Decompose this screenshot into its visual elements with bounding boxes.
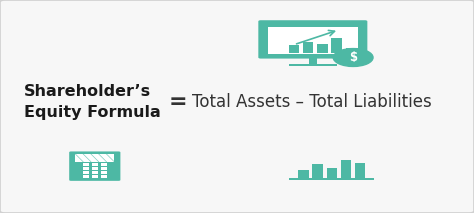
Bar [268, 27, 358, 54]
Bar [346, 48, 360, 51]
Bar [92, 167, 98, 170]
Bar [327, 168, 337, 178]
Bar [92, 163, 98, 166]
Bar [317, 44, 328, 53]
Text: $: $ [349, 51, 357, 64]
Bar [341, 160, 351, 178]
FancyBboxPatch shape [258, 20, 367, 59]
Bar [83, 163, 89, 166]
Bar [101, 167, 107, 170]
Bar [355, 163, 365, 178]
Bar [83, 167, 89, 170]
Bar [83, 175, 89, 178]
Bar [101, 163, 107, 166]
Bar [83, 171, 89, 174]
Text: Shareholder’s
Equity Formula: Shareholder’s Equity Formula [24, 84, 161, 120]
Circle shape [333, 49, 373, 66]
Bar [289, 178, 374, 180]
FancyBboxPatch shape [69, 151, 120, 181]
Bar [101, 175, 107, 178]
Bar [75, 154, 114, 162]
Bar [331, 38, 342, 53]
Bar [92, 175, 98, 178]
Text: Total Assets – Total Liabilities: Total Assets – Total Liabilities [192, 93, 432, 111]
Bar [289, 64, 337, 66]
Bar [92, 171, 98, 174]
Bar [101, 171, 107, 174]
Text: =: = [168, 92, 187, 112]
Bar [298, 170, 309, 178]
Bar [289, 45, 299, 53]
Bar [303, 42, 313, 53]
Bar [309, 58, 317, 64]
Bar [312, 164, 323, 178]
